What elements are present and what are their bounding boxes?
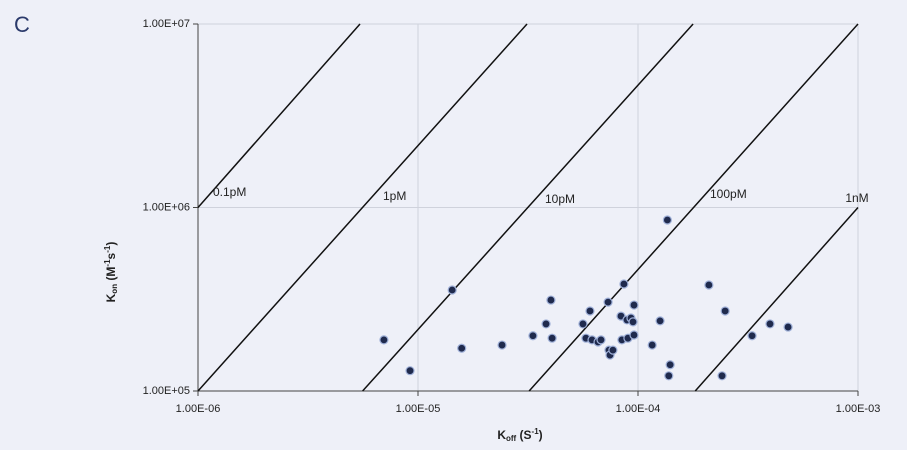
point — [528, 331, 538, 341]
affinity-line — [694, 207, 859, 392]
point — [596, 335, 606, 345]
x-title-part: ) — [539, 428, 543, 442]
affinity-line — [528, 23, 859, 392]
affinity-line — [362, 23, 694, 392]
y-title-part: ) — [104, 242, 118, 246]
point — [765, 319, 775, 329]
y-tick-label: 1.00E+07 — [143, 18, 190, 30]
point — [608, 345, 618, 355]
x-tick-label: 1.00E-03 — [836, 403, 881, 415]
point — [747, 331, 757, 341]
y-tick-label: 1.00E+05 — [143, 385, 190, 397]
x-tick-label: 1.00E-06 — [176, 403, 221, 415]
affinity-label: 1nM — [845, 191, 868, 205]
x-title-part: off — [506, 434, 517, 443]
x-title-part: K — [497, 428, 506, 442]
y-axis-title: Kon (M-1s-1) — [103, 242, 119, 303]
point — [379, 335, 389, 345]
point — [585, 306, 595, 316]
point — [628, 317, 638, 327]
affinity-line — [197, 23, 528, 392]
affinity-label: 0.1pM — [213, 185, 246, 199]
point — [717, 371, 727, 381]
point — [783, 322, 793, 332]
panel-label: C — [14, 12, 30, 37]
y-title-part: (M — [104, 267, 118, 284]
y-title-part: on — [110, 284, 119, 294]
point — [704, 280, 714, 290]
point — [546, 295, 556, 305]
point — [662, 215, 672, 225]
point — [447, 285, 457, 295]
point — [497, 340, 507, 350]
y-title-part: -1 — [103, 245, 112, 253]
point — [603, 297, 613, 307]
point — [647, 340, 657, 350]
y-tick-label: 1.00E+06 — [143, 201, 190, 213]
affinity-label: 10pM — [545, 192, 575, 206]
point — [629, 330, 639, 340]
point — [665, 360, 675, 370]
affinity-line — [197, 23, 361, 208]
y-title-part: -1 — [103, 259, 112, 267]
affinity-label: 1pM — [383, 189, 406, 203]
point — [578, 319, 588, 329]
point — [405, 366, 415, 376]
point — [655, 316, 665, 326]
point — [629, 300, 639, 310]
x-title-part: -1 — [532, 427, 540, 436]
x-tick-label: 1.00E-05 — [396, 403, 441, 415]
point — [547, 333, 557, 343]
x-axis-title: Koff (S-1) — [497, 427, 542, 443]
point — [541, 319, 551, 329]
y-title-part: K — [104, 293, 118, 302]
affinity-label: 100pM — [710, 187, 747, 201]
x-tick-label: 1.00E-04 — [616, 403, 661, 415]
y-title-part: s — [104, 252, 118, 259]
point — [457, 343, 467, 353]
point — [720, 306, 730, 316]
x-title-part: (S — [516, 428, 531, 442]
point — [664, 371, 674, 381]
point — [619, 279, 629, 289]
